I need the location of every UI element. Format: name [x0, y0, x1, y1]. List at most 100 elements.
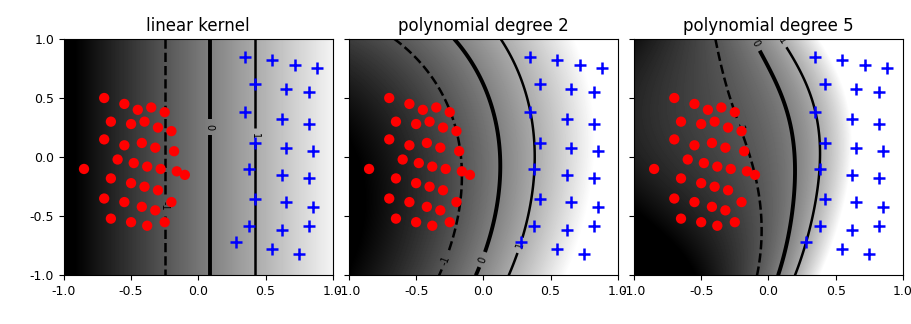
Point	[739, 169, 753, 174]
Text: 1: 1	[250, 133, 260, 139]
Point	[572, 62, 587, 67]
Point	[148, 208, 162, 213]
Text: 0: 0	[476, 255, 487, 264]
Point	[666, 196, 681, 201]
Point	[130, 107, 145, 112]
Point	[586, 176, 600, 181]
Point	[241, 223, 256, 228]
Point	[870, 122, 885, 127]
Point	[700, 107, 714, 112]
Point	[717, 145, 732, 150]
Point	[847, 86, 862, 91]
Point	[834, 247, 849, 252]
Point	[722, 167, 737, 172]
Point	[419, 140, 434, 145]
Point	[395, 157, 410, 162]
Point	[117, 101, 131, 107]
Point	[727, 220, 742, 225]
Point	[153, 167, 168, 172]
Point	[388, 176, 403, 181]
Point	[435, 188, 450, 193]
Point	[419, 204, 434, 209]
Point	[278, 145, 292, 150]
Point	[301, 89, 315, 95]
Point	[513, 240, 527, 245]
Point	[707, 119, 722, 124]
Point	[717, 208, 732, 213]
Point	[117, 200, 131, 205]
Point	[586, 223, 600, 228]
Point	[305, 149, 320, 154]
Point	[558, 117, 573, 122]
Point	[549, 58, 564, 63]
Point	[523, 110, 537, 115]
Point	[402, 200, 416, 205]
Point	[816, 196, 831, 201]
Title: linear kernel: linear kernel	[147, 17, 250, 35]
Point	[646, 167, 660, 172]
Point	[425, 164, 439, 169]
Point	[713, 105, 728, 110]
Point	[736, 149, 751, 154]
Point	[686, 143, 701, 148]
Point	[558, 228, 573, 233]
Point	[411, 160, 425, 166]
Point	[733, 200, 748, 205]
Point	[442, 110, 456, 115]
Point	[594, 66, 609, 71]
Point	[309, 66, 323, 71]
Point	[77, 167, 91, 172]
Point	[666, 95, 681, 100]
Point	[834, 58, 849, 63]
Point	[124, 220, 138, 225]
Point	[104, 216, 118, 221]
Point	[680, 157, 694, 162]
Point	[720, 125, 734, 130]
Point	[844, 172, 858, 178]
Point	[875, 204, 889, 209]
Point	[875, 149, 889, 154]
Text: 1: 1	[775, 35, 787, 46]
Point	[402, 101, 416, 107]
Text: 0: 0	[749, 39, 761, 49]
Point	[438, 167, 453, 172]
Point	[408, 220, 423, 225]
Point	[462, 172, 476, 178]
Point	[433, 145, 447, 150]
Point	[812, 223, 826, 228]
Point	[167, 149, 181, 154]
Point	[577, 251, 591, 257]
Point	[733, 129, 748, 134]
Point	[362, 167, 376, 172]
Point	[704, 204, 719, 209]
Point	[710, 223, 724, 228]
Point	[135, 140, 149, 145]
Point	[169, 169, 184, 174]
Point	[124, 180, 138, 186]
Title: polynomial degree 5: polynomial degree 5	[682, 17, 853, 35]
Point	[693, 220, 708, 225]
Point	[870, 89, 885, 95]
Point	[532, 140, 547, 145]
Point	[178, 172, 192, 178]
Point	[164, 129, 179, 134]
Point	[117, 143, 131, 148]
Point	[382, 95, 396, 100]
Point	[454, 169, 468, 174]
Text: 0: 0	[204, 124, 214, 130]
Point	[798, 240, 813, 245]
Point	[408, 180, 423, 186]
Point	[382, 137, 396, 142]
Point	[857, 62, 872, 67]
Title: polynomial degree 2: polynomial degree 2	[397, 17, 568, 35]
Point	[265, 58, 280, 63]
Point	[673, 119, 688, 124]
Point	[844, 228, 858, 233]
Point	[274, 228, 289, 233]
Point	[586, 122, 600, 127]
Point	[847, 145, 862, 150]
Point	[288, 62, 302, 67]
Point	[408, 122, 423, 127]
Point	[563, 200, 578, 205]
Text: 1: 1	[514, 241, 525, 250]
